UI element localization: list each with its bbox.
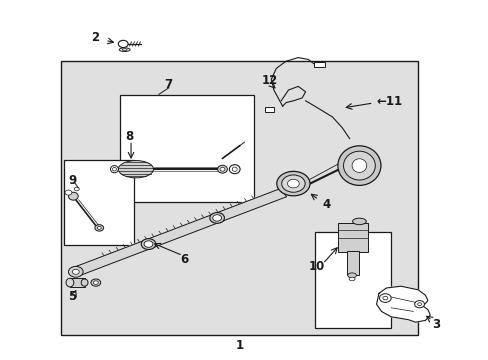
Circle shape — [74, 187, 79, 191]
Ellipse shape — [66, 278, 74, 287]
Ellipse shape — [81, 279, 88, 286]
Ellipse shape — [351, 159, 366, 172]
Circle shape — [382, 296, 387, 300]
Ellipse shape — [343, 151, 375, 180]
Polygon shape — [73, 188, 286, 276]
Ellipse shape — [68, 192, 78, 200]
Bar — [264, 107, 273, 112]
Ellipse shape — [352, 218, 366, 225]
Ellipse shape — [93, 281, 98, 284]
Circle shape — [65, 190, 72, 195]
Bar — [314, 62, 325, 67]
Ellipse shape — [119, 48, 130, 51]
Text: ←11: ←11 — [376, 95, 402, 108]
Ellipse shape — [110, 166, 118, 173]
Bar — [346, 251, 359, 275]
Ellipse shape — [281, 175, 305, 192]
Ellipse shape — [276, 171, 309, 196]
Ellipse shape — [118, 161, 153, 178]
Text: 7: 7 — [164, 78, 172, 91]
Ellipse shape — [68, 266, 83, 277]
Text: 6: 6 — [181, 253, 188, 266]
Bar — [63, 160, 134, 245]
Text: 5: 5 — [68, 291, 76, 303]
Circle shape — [379, 294, 390, 302]
Bar — [70, 278, 84, 287]
Ellipse shape — [122, 49, 127, 51]
Bar — [120, 95, 254, 202]
Circle shape — [118, 40, 128, 48]
Ellipse shape — [347, 273, 356, 278]
Text: 3: 3 — [432, 318, 440, 330]
Bar — [315, 232, 390, 328]
Circle shape — [414, 301, 424, 308]
Text: 8: 8 — [125, 130, 133, 143]
Ellipse shape — [287, 179, 299, 188]
Ellipse shape — [144, 241, 153, 247]
Ellipse shape — [97, 226, 101, 229]
Ellipse shape — [348, 277, 354, 281]
Ellipse shape — [212, 215, 221, 221]
Ellipse shape — [112, 167, 116, 171]
Text: 12: 12 — [261, 74, 278, 87]
Ellipse shape — [217, 165, 227, 173]
Polygon shape — [376, 286, 429, 322]
Ellipse shape — [229, 165, 240, 174]
Ellipse shape — [209, 212, 224, 223]
Ellipse shape — [72, 269, 79, 274]
Circle shape — [417, 303, 421, 306]
Text: 2: 2 — [91, 31, 99, 44]
Text: 9: 9 — [68, 174, 76, 186]
Ellipse shape — [91, 279, 101, 286]
Ellipse shape — [220, 167, 224, 171]
Text: 1: 1 — [235, 339, 243, 352]
Ellipse shape — [337, 146, 380, 185]
Ellipse shape — [141, 239, 156, 249]
Text: 10: 10 — [308, 260, 325, 273]
Text: 4: 4 — [322, 198, 330, 211]
Bar — [338, 223, 367, 252]
Ellipse shape — [232, 167, 237, 171]
Ellipse shape — [95, 225, 103, 231]
Bar — [61, 61, 417, 335]
